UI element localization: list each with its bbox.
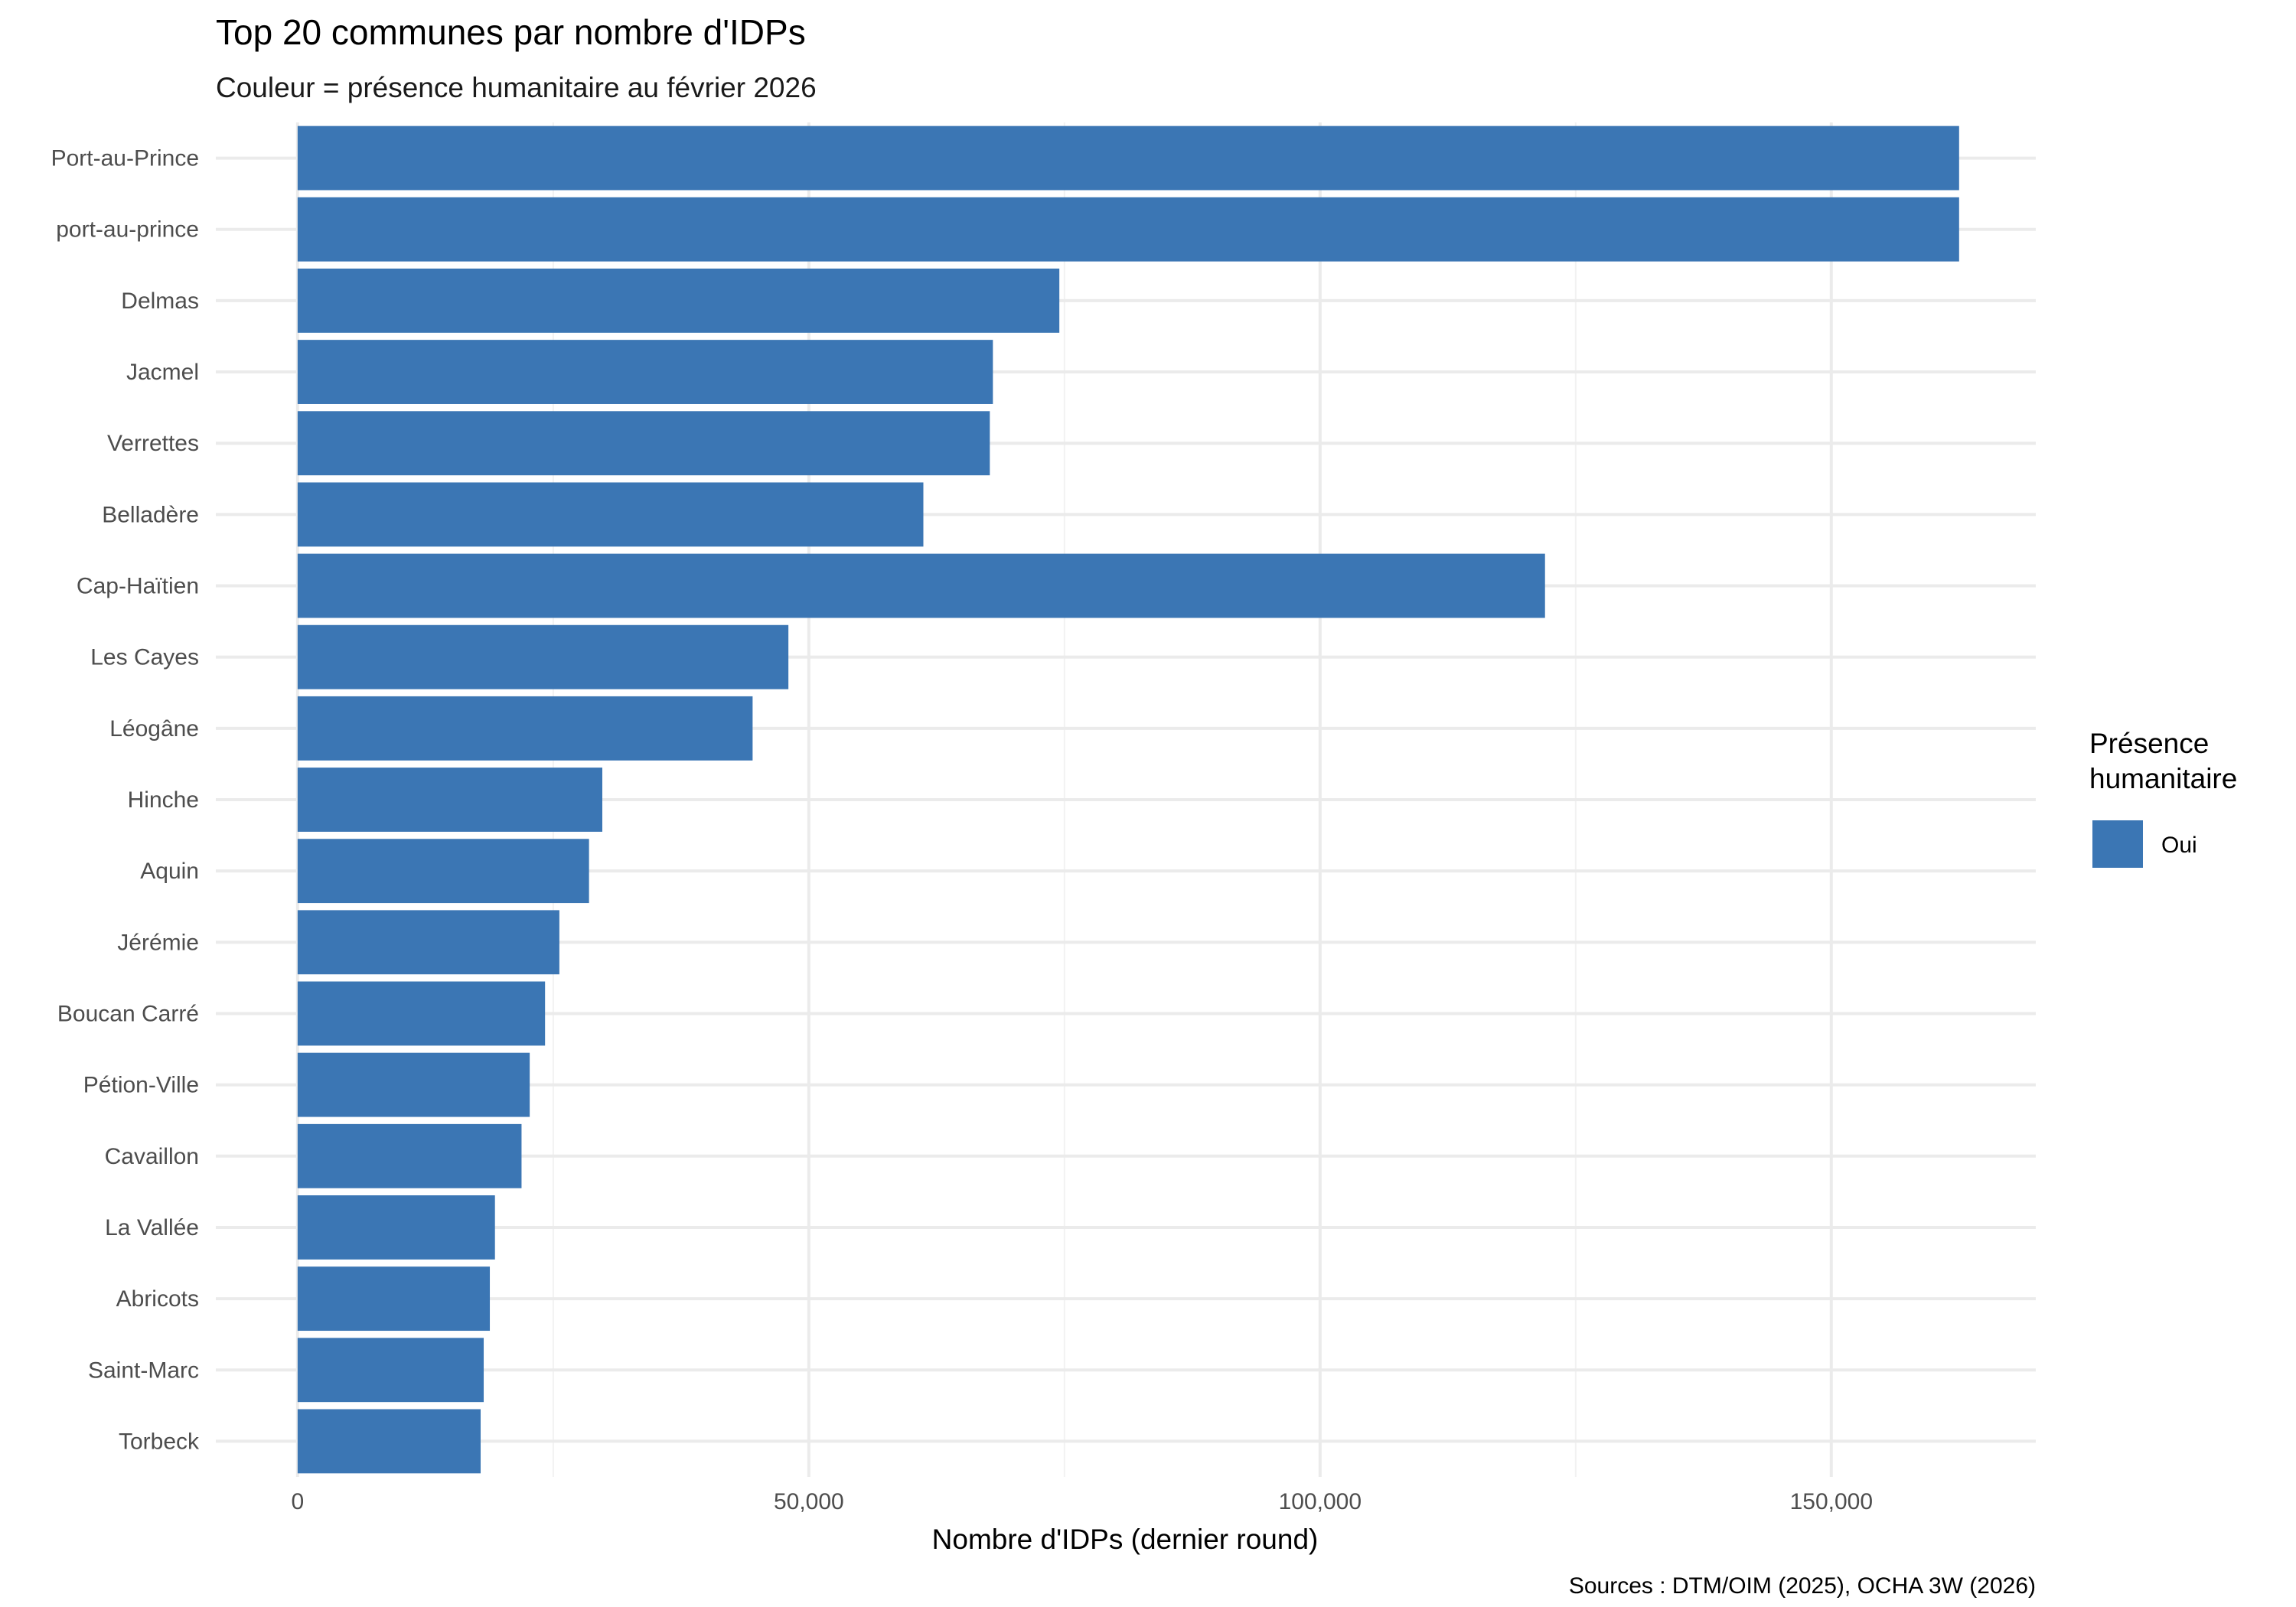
bar — [297, 340, 993, 404]
bar — [297, 553, 1545, 618]
legend-title: Présence humanitaire — [2089, 728, 2237, 794]
bar — [297, 197, 1959, 262]
chart-subtitle: Couleur = présence humanitaire au févrie… — [216, 72, 817, 103]
chart-caption: Sources : DTM/OIM (2025), OCHA 3W (2026) — [1569, 1573, 2036, 1599]
bar — [297, 981, 546, 1046]
y-tick-label: La Vallée — [105, 1215, 199, 1240]
x-tick-label: 50,000 — [774, 1489, 844, 1514]
bar — [297, 1052, 530, 1117]
bar — [297, 482, 924, 547]
y-tick-label: Les Cayes — [90, 645, 199, 670]
bar — [297, 1123, 522, 1188]
bar — [297, 1195, 495, 1260]
y-tick-label: Saint-Marc — [88, 1358, 199, 1383]
bar — [297, 624, 789, 689]
chart-title: Top 20 communes par nombre d'IDPs — [216, 12, 806, 52]
legend-label-oui: Oui — [2161, 833, 2197, 858]
x-tick-label: 100,000 — [1279, 1489, 1362, 1514]
bar — [297, 268, 1060, 333]
y-tick-label: port-au-prince — [56, 217, 199, 243]
y-tick-label: Belladère — [102, 502, 199, 527]
y-tick-label: Jacmel — [126, 360, 199, 385]
y-tick-label: Abricots — [116, 1286, 199, 1312]
y-tick-label: Hinche — [128, 787, 199, 813]
y-tick-label: Port-au-Prince — [51, 146, 199, 171]
bar — [297, 839, 589, 904]
y-tick-label: Aquin — [140, 859, 199, 884]
y-tick-label: Jérémie — [117, 930, 199, 955]
x-tick-label: 0 — [292, 1489, 305, 1514]
y-tick-label: Léogâne — [109, 716, 199, 742]
y-tick-label: Boucan Carré — [57, 1001, 199, 1026]
bar — [297, 1266, 491, 1332]
y-tick-label: Cap-Haïtien — [77, 574, 199, 599]
y-tick-label: Cavaillon — [105, 1144, 199, 1169]
legend-swatch-oui — [2092, 820, 2143, 868]
y-tick-label: Delmas — [121, 288, 199, 314]
bar — [297, 768, 602, 832]
bar — [297, 411, 990, 476]
x-tick-label: 150,000 — [1790, 1489, 1873, 1514]
y-tick-label: Pétion-Ville — [83, 1073, 199, 1098]
bar — [297, 910, 559, 975]
x-axis-title: Nombre d'IDPs (dernier round) — [932, 1524, 1319, 1555]
bar — [297, 1338, 484, 1403]
x-axis-tick-labels: 0 50,000 100,000 150,000 — [292, 1489, 1874, 1514]
legend: Présence humanitaire Oui — [2089, 728, 2237, 868]
y-tick-label: Verrettes — [107, 431, 199, 456]
bar — [297, 125, 1959, 191]
bars — [297, 125, 1959, 1474]
bar — [297, 1409, 481, 1474]
y-tick-label: Torbeck — [119, 1429, 200, 1454]
bar — [297, 696, 753, 761]
y-axis-tick-labels: Port-au-Prince port-au-prince Delmas Jacmel… — [51, 146, 200, 1455]
